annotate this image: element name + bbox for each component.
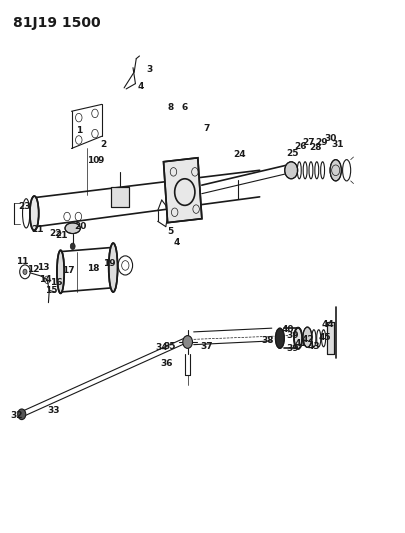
Text: 40: 40 bbox=[281, 325, 294, 334]
Text: 31: 31 bbox=[330, 140, 343, 149]
Text: 4: 4 bbox=[173, 238, 179, 247]
Text: 33: 33 bbox=[47, 406, 60, 415]
Text: 28: 28 bbox=[309, 143, 321, 152]
Text: 17: 17 bbox=[62, 266, 75, 275]
Circle shape bbox=[182, 336, 192, 349]
Text: 14: 14 bbox=[39, 275, 51, 284]
Bar bbox=[163, 158, 201, 223]
Text: 16: 16 bbox=[50, 278, 63, 287]
Text: 4: 4 bbox=[137, 82, 143, 91]
Circle shape bbox=[70, 243, 75, 249]
Ellipse shape bbox=[293, 328, 301, 349]
Text: 20: 20 bbox=[75, 222, 87, 231]
Text: 37: 37 bbox=[199, 342, 212, 351]
Text: 10: 10 bbox=[87, 156, 99, 165]
Text: 32: 32 bbox=[11, 411, 23, 420]
Text: 39: 39 bbox=[286, 331, 298, 340]
Bar bbox=[111, 187, 129, 207]
Ellipse shape bbox=[302, 327, 311, 348]
Ellipse shape bbox=[275, 328, 284, 349]
Text: 22: 22 bbox=[49, 229, 62, 238]
Ellipse shape bbox=[329, 160, 341, 181]
Ellipse shape bbox=[65, 223, 80, 233]
Text: 24: 24 bbox=[232, 150, 245, 159]
Text: 81J19 1500: 81J19 1500 bbox=[13, 15, 100, 29]
Text: 39: 39 bbox=[286, 344, 298, 353]
Text: 3: 3 bbox=[146, 66, 152, 74]
Text: 5: 5 bbox=[167, 228, 173, 237]
Text: 35: 35 bbox=[163, 342, 176, 351]
Text: 25: 25 bbox=[285, 149, 298, 158]
Text: 34: 34 bbox=[155, 343, 168, 352]
Text: 12: 12 bbox=[27, 265, 39, 273]
Text: 21: 21 bbox=[55, 231, 68, 240]
Bar bbox=[326, 322, 333, 354]
Text: 21: 21 bbox=[32, 225, 44, 234]
Circle shape bbox=[18, 409, 26, 419]
Text: 36: 36 bbox=[160, 359, 173, 368]
Ellipse shape bbox=[109, 243, 117, 292]
Text: 18: 18 bbox=[87, 264, 99, 272]
Bar bbox=[163, 158, 201, 223]
Text: 26: 26 bbox=[294, 142, 307, 151]
Text: 43: 43 bbox=[307, 342, 320, 351]
Text: 9: 9 bbox=[98, 156, 104, 165]
Circle shape bbox=[23, 269, 27, 274]
Text: 8: 8 bbox=[167, 102, 173, 111]
Ellipse shape bbox=[57, 251, 64, 293]
Text: 38: 38 bbox=[261, 336, 273, 345]
Text: 2: 2 bbox=[100, 140, 107, 149]
Text: 30: 30 bbox=[324, 134, 336, 143]
Text: 19: 19 bbox=[102, 260, 115, 268]
Text: 41: 41 bbox=[294, 339, 307, 348]
Text: 29: 29 bbox=[314, 138, 327, 147]
Text: 11: 11 bbox=[16, 257, 28, 265]
Text: 27: 27 bbox=[302, 138, 315, 147]
Ellipse shape bbox=[30, 196, 38, 231]
Text: 15: 15 bbox=[45, 286, 58, 295]
Circle shape bbox=[284, 162, 297, 179]
Text: 1: 1 bbox=[76, 126, 83, 135]
Text: 6: 6 bbox=[181, 102, 188, 111]
Text: 44: 44 bbox=[321, 320, 334, 329]
Text: 45: 45 bbox=[317, 333, 330, 342]
Text: 7: 7 bbox=[203, 124, 210, 133]
Bar bbox=[326, 322, 333, 354]
Text: 23: 23 bbox=[19, 203, 31, 212]
Text: 42: 42 bbox=[301, 335, 313, 344]
Bar bbox=[111, 187, 129, 207]
Text: 13: 13 bbox=[37, 263, 49, 272]
